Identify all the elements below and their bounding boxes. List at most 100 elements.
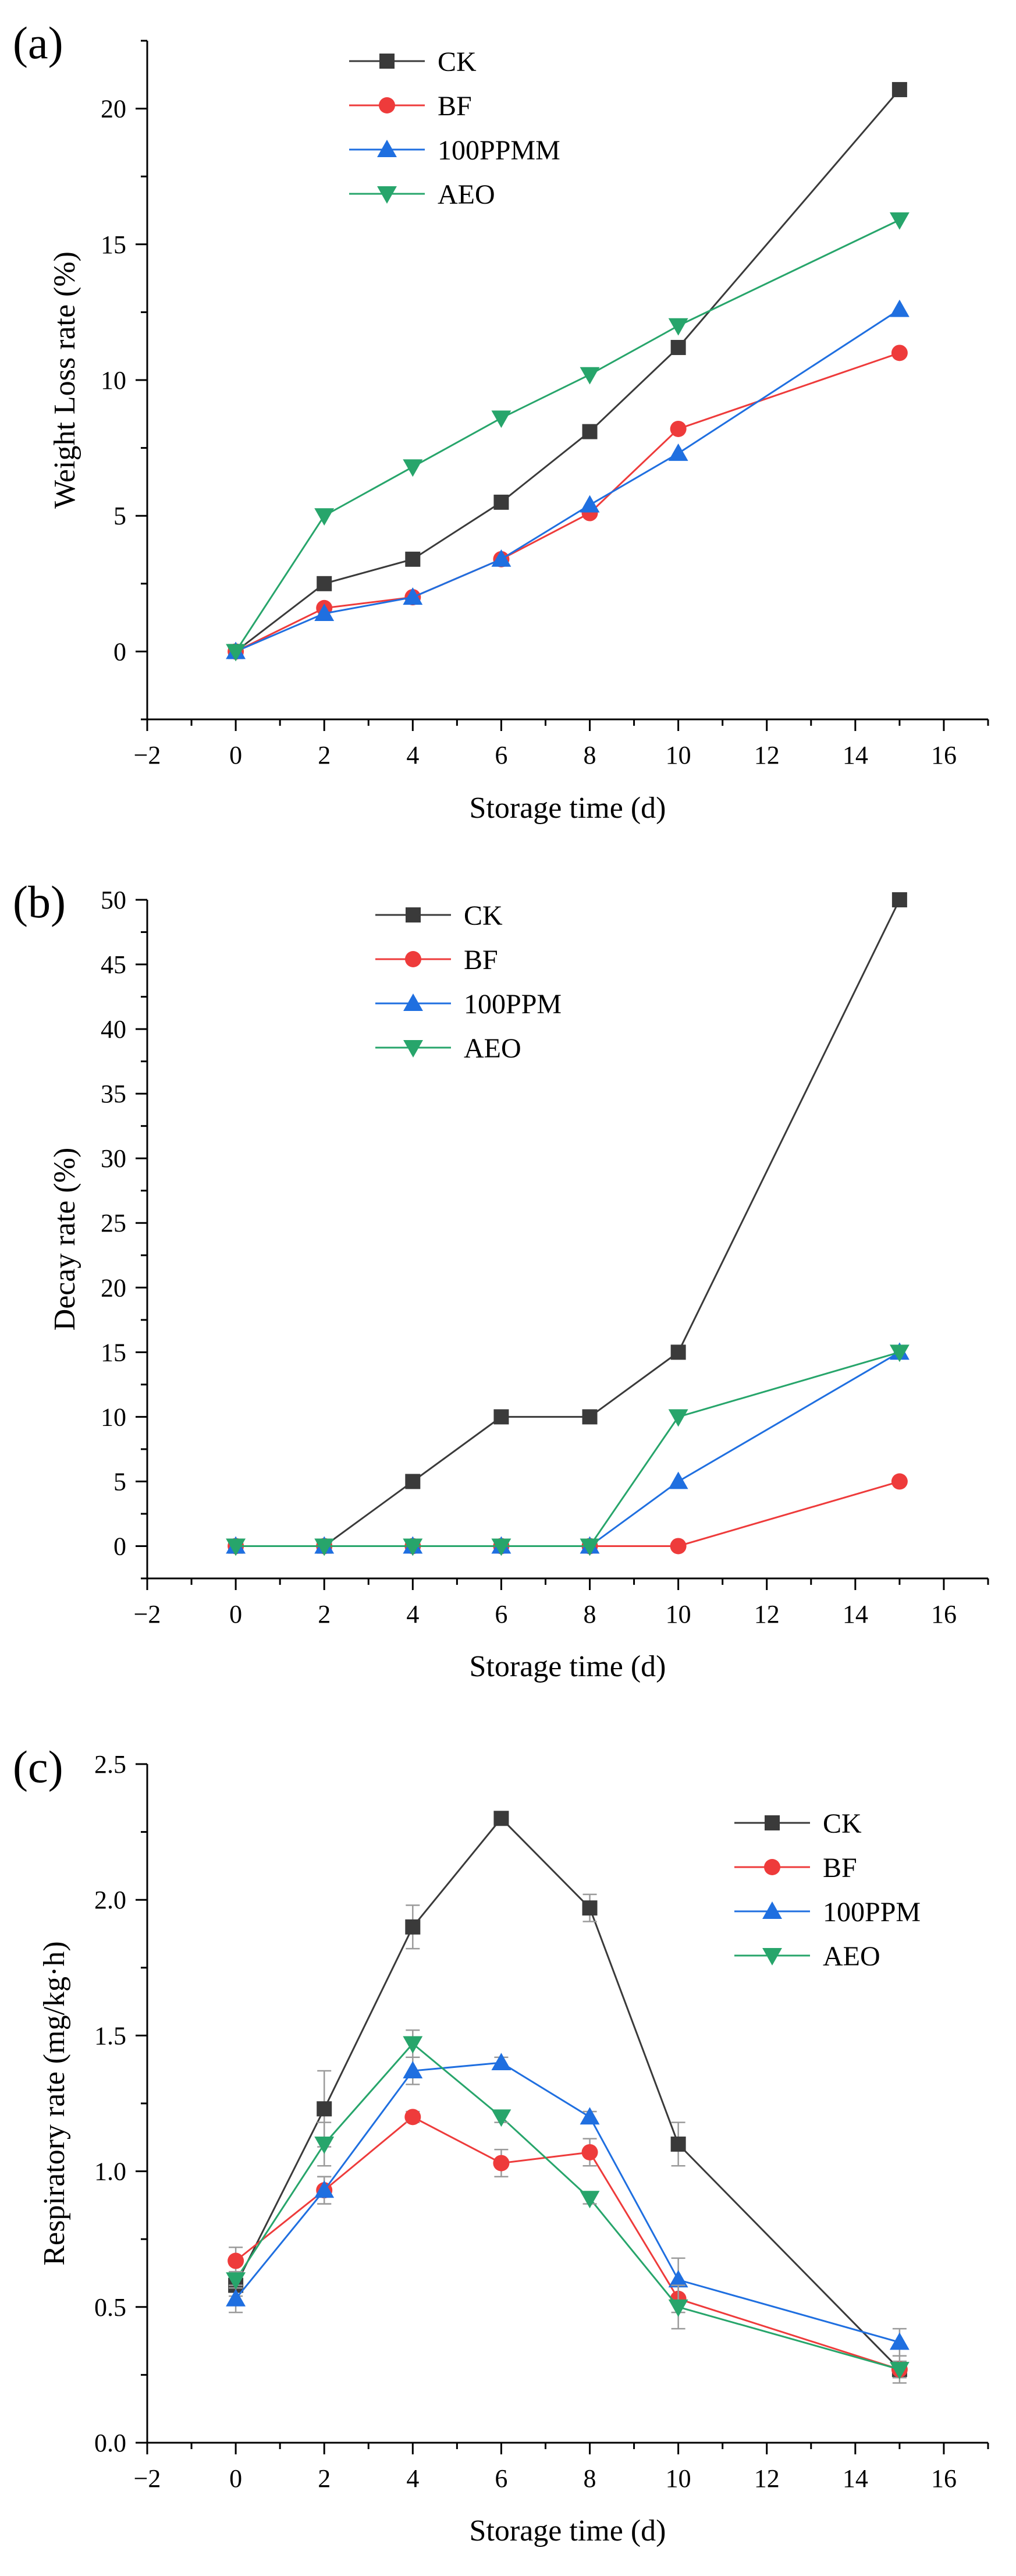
legend: CK BF 100PPM AEO: [375, 900, 562, 1064]
legend-label: CK: [438, 47, 477, 77]
data-point: [226, 1538, 246, 1556]
data-point: [314, 2137, 335, 2154]
y-tick-label: 45: [101, 950, 126, 979]
legend-marker: [764, 1859, 780, 1875]
x-tick-label: 10: [666, 741, 691, 769]
legend-label: 100PPM: [464, 989, 562, 1020]
data-point: [314, 604, 335, 622]
legend-marker: [403, 1040, 423, 1058]
legend-marker: [762, 1901, 782, 1919]
legend-label: CK: [823, 1808, 862, 1839]
data-point: [405, 551, 421, 567]
panel-label: (b): [13, 877, 66, 927]
data-point: [581, 2144, 598, 2160]
series-line: [235, 2042, 900, 2371]
y-tick-label: 30: [101, 1144, 126, 1173]
legend: CK BF 100PPMM AEO: [349, 47, 560, 210]
panel-label: (a): [13, 17, 63, 68]
x-axis-title: Storage time (d): [470, 1650, 666, 1683]
data-point: [228, 2252, 244, 2269]
chart-panel-3: (c) −2 0 2 4 6 8 10 12 14 16 0.0 0.5 1.0 1.5 2.0 2.5 Stor…: [13, 1741, 989, 2547]
x-tick-label: −2: [134, 741, 161, 769]
legend-marker: [379, 54, 395, 69]
y-tick-label: 20: [101, 95, 126, 123]
y-tick-label: 1.0: [94, 2158, 126, 2186]
x-tick-label: 2: [318, 741, 331, 769]
x-tick-label: 6: [495, 2464, 507, 2493]
data-point: [491, 2109, 511, 2127]
data-point: [403, 2061, 423, 2078]
data-point: [668, 2299, 688, 2317]
y-tick-label: 10: [101, 366, 126, 395]
data-point: [668, 318, 688, 336]
series-line: [235, 352, 900, 652]
legend-label: AEO: [464, 1033, 521, 1064]
data-point: [493, 1409, 509, 1425]
data-point: [889, 2362, 910, 2380]
legend-marker: [403, 994, 423, 1011]
legend-label: CK: [464, 900, 503, 931]
y-tick-label: 0.5: [94, 2293, 126, 2322]
legend-label: BF: [464, 945, 498, 975]
data-point: [891, 81, 907, 97]
series-line: [235, 219, 900, 652]
series-line: [236, 1351, 900, 1547]
x-tick-label: 16: [931, 2464, 957, 2493]
legend-label: 100PPM: [823, 1897, 921, 1928]
series-100ppm: [226, 2053, 910, 2357]
x-tick-label: 10: [666, 1600, 691, 1628]
x-tick-label: 8: [584, 741, 596, 769]
legend-item: AEO: [734, 1941, 880, 1972]
x-tick-label: 12: [754, 741, 780, 769]
chart-panel-1: (a) −2 0 2 4 6 8 10 12 14 16 0 5 10 15 20 Storage time (…: [13, 17, 989, 825]
x-axis-title: Storage time (d): [470, 2514, 666, 2547]
legend-item: 100PPM: [734, 1897, 921, 1928]
legend-item: CK: [349, 47, 477, 77]
data-point: [403, 587, 423, 605]
chart-panel-2: (b) −2 0 2 4 6 8 10 12 14 16 0 5 10 15 20 25 30 35 40 45 50 St…: [13, 877, 989, 1683]
series-100ppm: [226, 1342, 910, 1554]
series-line: [236, 899, 901, 1547]
data-point: [582, 424, 598, 439]
legend-marker: [377, 140, 397, 157]
x-tick-label: −2: [134, 2464, 161, 2493]
data-point: [668, 2270, 688, 2288]
x-tick-label: 14: [843, 741, 868, 769]
y-axis-title: Weight Loss rate (%): [48, 251, 81, 509]
legend-item: 100PPMM: [349, 135, 560, 166]
legend-item: AEO: [349, 179, 495, 210]
y-tick-label: 15: [101, 1338, 126, 1367]
legend-item: BF: [734, 1853, 857, 1883]
y-tick-label: 1.5: [94, 2021, 126, 2050]
x-tick-label: 6: [495, 741, 507, 769]
data-point: [317, 576, 332, 591]
y-tick-label: 15: [101, 230, 126, 259]
legend-label: AEO: [823, 1941, 880, 1972]
series-ck: [228, 1811, 907, 2379]
data-point: [670, 420, 687, 437]
data-point: [891, 345, 908, 361]
data-point: [403, 459, 423, 477]
data-point: [226, 2272, 246, 2290]
y-tick-label: 0: [113, 637, 126, 666]
series-line: [235, 88, 901, 652]
panel-label: (c): [13, 1741, 63, 1792]
x-tick-label: 2: [318, 2464, 331, 2493]
x-tick-label: 0: [229, 1600, 242, 1628]
x-tick-label: 16: [931, 1600, 957, 1628]
data-point: [491, 2053, 511, 2070]
y-tick-label: 5: [113, 502, 126, 530]
data-point: [582, 1900, 598, 1916]
data-point: [493, 2155, 510, 2171]
legend-item: AEO: [375, 1033, 521, 1064]
x-tick-label: 10: [666, 2464, 691, 2493]
y-tick-label: 50: [101, 886, 126, 914]
data-point: [491, 410, 511, 428]
data-point: [405, 1919, 421, 1935]
x-tick-label: 4: [406, 1600, 419, 1628]
legend-item: BF: [349, 91, 472, 122]
legend-label: AEO: [438, 179, 495, 210]
x-tick-label: 16: [931, 741, 957, 769]
series-line: [236, 1480, 900, 1547]
